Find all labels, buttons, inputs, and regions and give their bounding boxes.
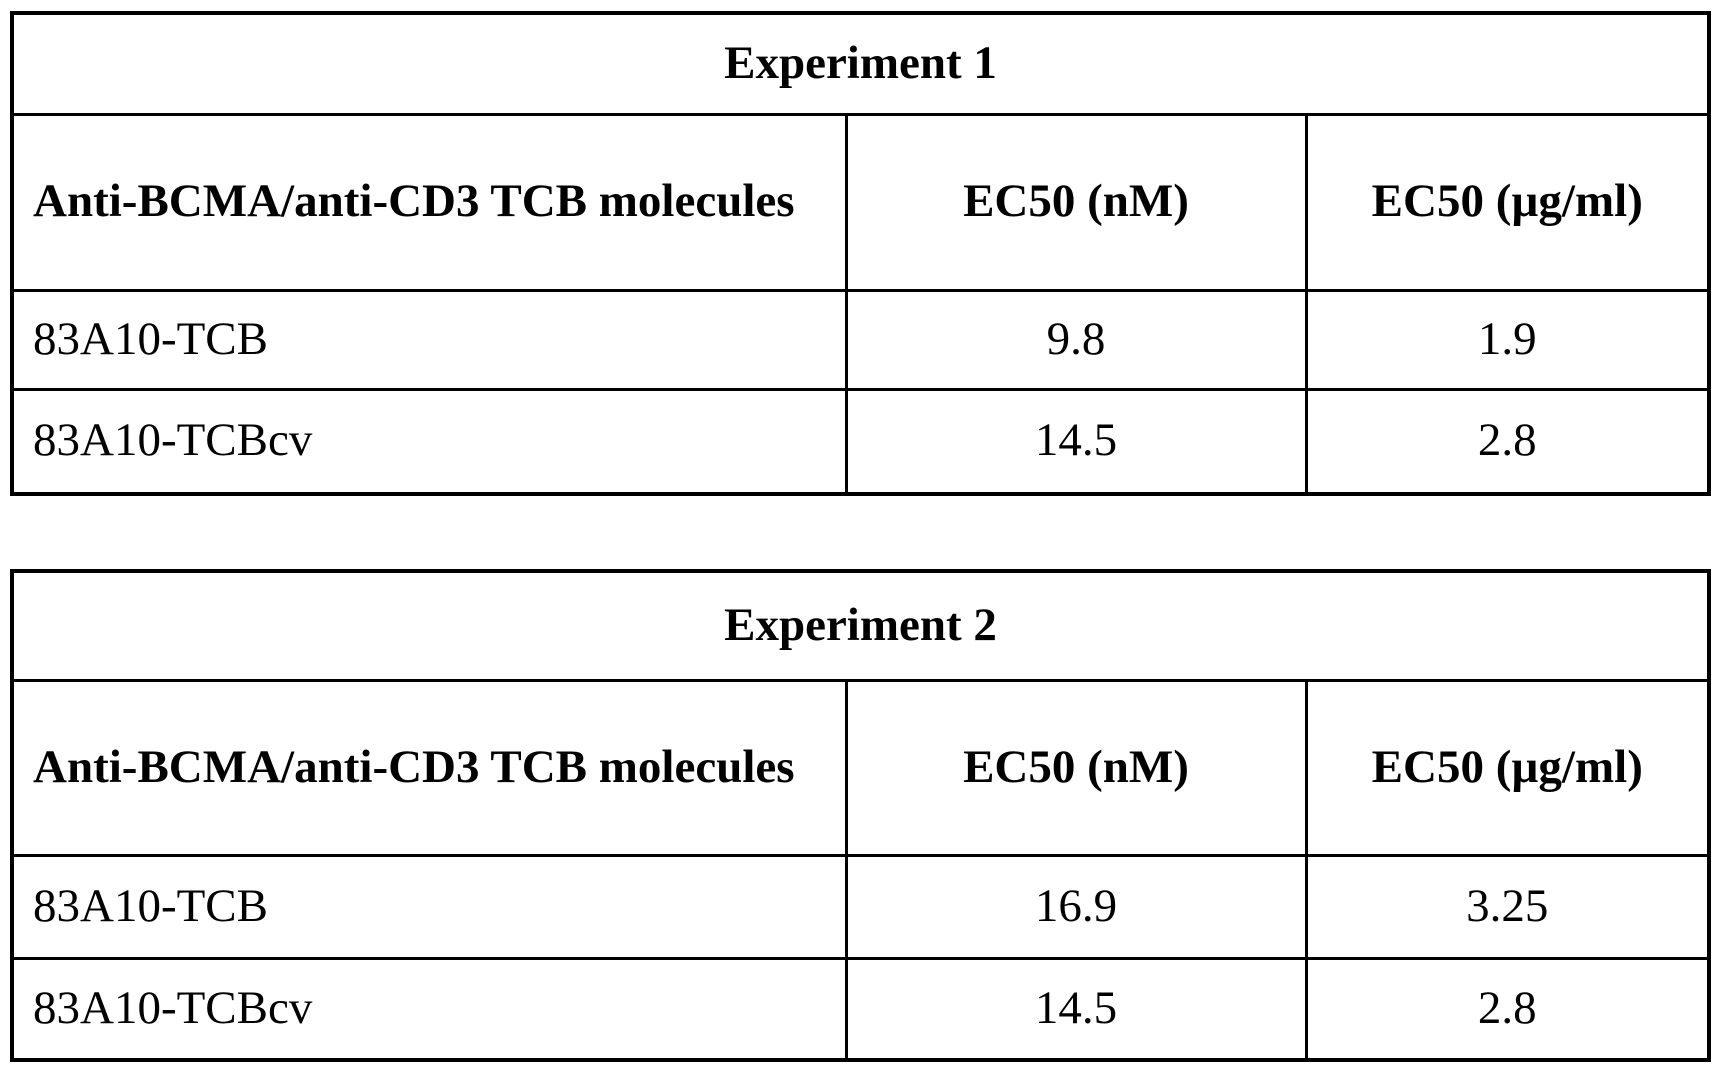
col-header-ec50-nm: EC50 (nM)	[844, 678, 1308, 857]
ec50-nm-cell: 14.5	[844, 387, 1308, 496]
ec50-ugml-cell: 1.9	[1304, 288, 1711, 391]
experiment-title: Experiment 1	[10, 11, 1711, 116]
molecule-cell: 83A10-TCB	[10, 853, 848, 960]
ec50-nm-cell: 9.8	[844, 288, 1308, 391]
table-row: 83A10-TCBcv 14.5 2.8	[10, 956, 1711, 1062]
ec50-ugml-cell: 2.8	[1304, 387, 1711, 496]
table-row: 83A10-TCB 16.9 3.25	[10, 853, 1711, 960]
ec50-ugml-cell: 3.25	[1304, 853, 1711, 960]
table-title-row: Experiment 2	[10, 569, 1711, 682]
molecule-cell: 83A10-TCB	[10, 288, 848, 391]
col-header-ec50-ugml: EC50 (µg/ml)	[1304, 112, 1711, 292]
experiment-2-table: Experiment 2 Anti-BCMA/anti-CD3 TCB mole…	[10, 569, 1712, 1062]
table-header-row: Anti-BCMA/anti-CD3 TCB molecules EC50 (n…	[10, 678, 1711, 857]
table-header-row: Anti-BCMA/anti-CD3 TCB molecules EC50 (n…	[10, 112, 1711, 292]
molecule-cell: 83A10-TCBcv	[10, 956, 848, 1062]
col-header-ec50-ugml: EC50 (µg/ml)	[1304, 678, 1711, 857]
col-header-ec50-nm: EC50 (nM)	[844, 112, 1308, 292]
ec50-ugml-cell: 2.8	[1304, 956, 1711, 1062]
table-title-row: Experiment 1	[10, 11, 1711, 116]
ec50-nm-cell: 14.5	[844, 956, 1308, 1062]
molecule-cell: 83A10-TCBcv	[10, 387, 848, 496]
table-row: 83A10-TCB 9.8 1.9	[10, 288, 1711, 391]
experiment-1-table: Experiment 1 Anti-BCMA/anti-CD3 TCB mole…	[10, 11, 1712, 496]
col-header-molecules: Anti-BCMA/anti-CD3 TCB molecules	[10, 678, 848, 857]
experiment-title: Experiment 2	[10, 569, 1711, 682]
col-header-molecules: Anti-BCMA/anti-CD3 TCB molecules	[10, 112, 848, 292]
ec50-nm-cell: 16.9	[844, 853, 1308, 960]
table-row: 83A10-TCBcv 14.5 2.8	[10, 387, 1711, 496]
